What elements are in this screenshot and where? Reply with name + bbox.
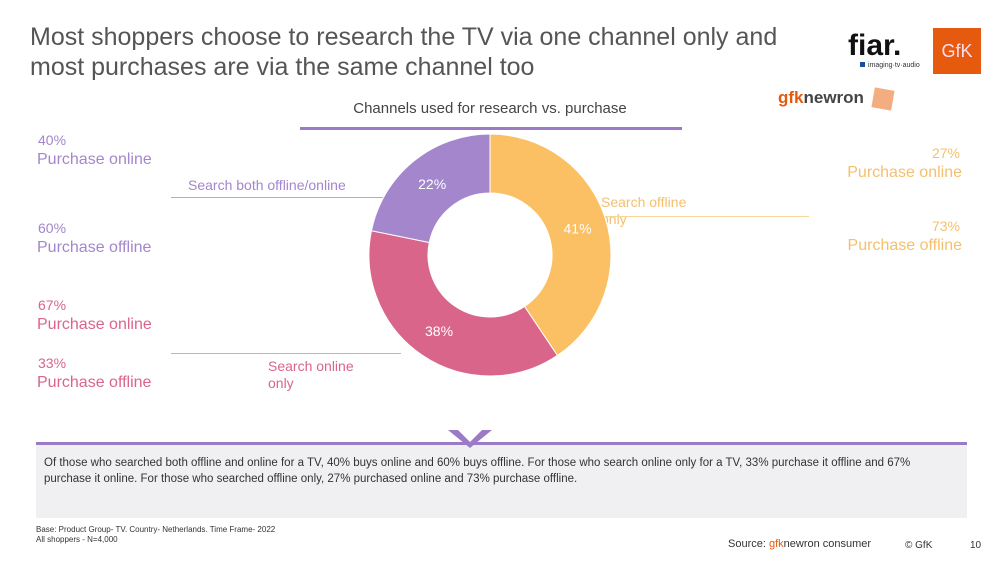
donut-chart: 41% 38% 22% — [368, 133, 612, 377]
gfk-logo: GfK — [933, 28, 981, 74]
slice-value-online-only: 38% — [425, 323, 453, 339]
page-number: 10 — [970, 540, 982, 551]
summary-divider — [36, 442, 967, 445]
online-only-online-pct: 67 — [38, 297, 54, 313]
gfknewron-logo: gfknewron — [778, 86, 895, 111]
offline-only-online-pct: 27 — [931, 145, 948, 161]
gfknewron-logo-a: gfk — [778, 88, 804, 107]
online-only-online-pct-group: 67% — [38, 298, 66, 313]
slice-online-only — [368, 230, 559, 377]
slice-label-online-only: Search online only — [268, 358, 354, 391]
chevron-down-icon — [448, 430, 492, 448]
chart-title: Channels used for research vs. purchase — [353, 100, 627, 117]
online-only-offline-label: Purchase offline — [37, 374, 152, 391]
both-offline-pct-group: 60% — [38, 221, 66, 236]
summary-box — [36, 444, 967, 518]
chart-title-underline — [300, 127, 682, 130]
fiar-logo-text: fiar. — [848, 29, 902, 62]
both-offline-pct: 60 — [38, 220, 54, 236]
pct-sign: % — [53, 132, 67, 148]
online-only-offline-pct: 33 — [38, 355, 54, 371]
both-offline-label: Purchase offline — [37, 239, 152, 256]
pct-sign: % — [53, 355, 67, 371]
offline-only-offline-pct: 73 — [931, 218, 948, 234]
summary-text: Of those who searched both offline and o… — [44, 457, 911, 485]
leader-line-offline-only — [601, 216, 809, 217]
slice-label-offline-only: Search offline only — [601, 194, 687, 227]
pct-sign: % — [947, 145, 960, 161]
copyright: © GfK — [905, 540, 933, 551]
online-only-offline-pct-group: 33% — [38, 356, 66, 371]
slice-value-offline-only: 41% — [564, 220, 592, 236]
both-online-pct-group: 40% — [38, 133, 66, 148]
source-note: Source: gfknewron consumer — [728, 538, 871, 550]
leader-line-online-only — [171, 353, 401, 354]
offline-only-online-pct-group: 27% — [860, 146, 960, 161]
offline-only-online-label: Purchase online — [847, 164, 962, 181]
slice-value-both: 22% — [418, 176, 446, 192]
leader-line-both — [171, 197, 401, 198]
fiar-tagline: imaging·tv·audio — [868, 62, 920, 69]
gfknewron-logo-b: newron — [803, 88, 864, 107]
source-prefix: Source: — [728, 538, 769, 550]
pct-sign: % — [53, 220, 67, 236]
fiar-logo: fiar. imaging·tv·audio — [848, 29, 920, 70]
cube-icon — [871, 86, 895, 111]
both-online-pct: 40 — [38, 132, 54, 148]
offline-only-offline-label: Purchase offline — [847, 237, 962, 254]
source-brand: gfk — [768, 538, 784, 550]
base-line-2: All shoppers - N=4,000 — [36, 535, 118, 544]
online-only-online-label: Purchase online — [37, 316, 152, 333]
base-line-1: Base: Product Group- TV. Country- Nether… — [36, 525, 276, 534]
offline-only-offline-pct-group: 73% — [860, 219, 960, 234]
slide-title: Most shoppers choose to research the TV … — [30, 23, 778, 81]
both-online-label: Purchase online — [37, 151, 152, 168]
source-rest: newron consumer — [783, 538, 872, 550]
slice-label-both: Search both offline/online — [188, 177, 346, 193]
pct-sign: % — [947, 218, 960, 234]
base-note: Base: Product Group- TV. Country- Nether… — [36, 525, 275, 545]
slice-offline-only — [489, 133, 612, 357]
pct-sign: % — [53, 297, 67, 313]
slice-both — [370, 133, 491, 244]
